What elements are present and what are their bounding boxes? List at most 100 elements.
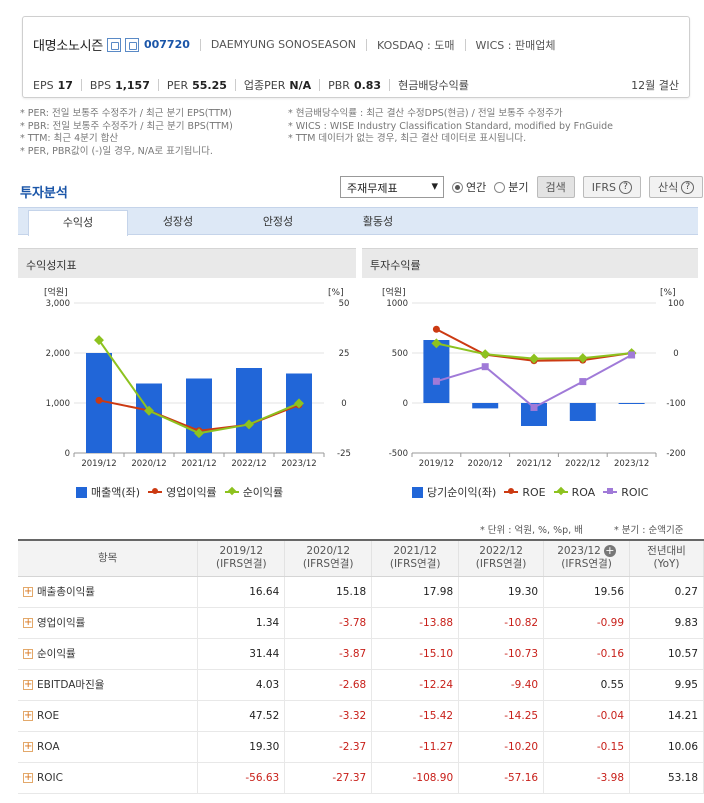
category-label: 2022/12 [231, 459, 266, 469]
header-year-sub: (IFRS연결) [215, 558, 267, 571]
company-name: 대명소노시즌 [33, 39, 103, 54]
header-year: 2019/12 (IFRS연결) [197, 539, 286, 577]
bar [618, 403, 645, 404]
table-cell: -3.98 [543, 762, 630, 794]
left-tick-label: 500 [392, 349, 408, 359]
home-icon[interactable] [106, 37, 121, 52]
table-row: + 매출총이익률 16.64 15.18 17.98 19.30 19.56 0.27 [18, 576, 704, 608]
radio-quarter[interactable]: 분기 [494, 179, 529, 195]
expand-plus-icon[interactable]: + [23, 771, 33, 783]
quarter-note: * 분기 : 순액기준 [614, 525, 684, 536]
table-cell: -10.82 [458, 607, 545, 639]
invest-analysis-title: 투자분석 [20, 186, 68, 201]
header-year-label: 2021/12 [393, 545, 437, 558]
help-icon: ? [618, 180, 632, 194]
expand-plus-icon[interactable]: + [23, 740, 33, 752]
bar [521, 403, 547, 426]
row-label[interactable]: + EBITDA마진율 [18, 669, 199, 701]
formula-button[interactable]: 산식? [648, 176, 704, 198]
legend-swatch [224, 491, 239, 493]
yoy-cell: 9.95 [629, 669, 704, 701]
note-line: * TTM: 최근 4분기 합산 [20, 133, 119, 144]
legend-item-roe[interactable]: ROE [504, 485, 546, 499]
formula-button-label: 산식 [657, 181, 679, 194]
legend-label: 순이익률 [242, 486, 284, 499]
data-point [480, 349, 491, 360]
tab-profitability[interactable]: 수익성 [28, 210, 128, 236]
table-cell: -10.20 [458, 731, 545, 763]
invest-controls: 주재무제표 연간 분기 검색 IFRS? 산식? [340, 176, 704, 198]
left-tick-label: 1,000 [46, 399, 70, 409]
row-label[interactable]: + ROIC [18, 762, 199, 794]
radio-annual-dot[interactable] [452, 181, 463, 193]
table-cell: -11.27 [371, 731, 460, 763]
expand-plus-icon[interactable]: + [23, 586, 33, 597]
legend-label: ROA [571, 485, 596, 499]
header-item: 항목 [18, 539, 199, 577]
search-button[interactable]: 검색 [536, 176, 575, 198]
company-header: 대명소노시즌 007720 DAEMYUNG SONOSEASON KOSDAQ… [22, 16, 690, 98]
table-cell: -3.78 [284, 607, 373, 639]
industry-per-value: N/A [289, 78, 312, 92]
expand-plus-icon[interactable]: + [603, 544, 616, 558]
row-label[interactable]: + ROE [18, 700, 199, 732]
company-code: 007720 [143, 38, 190, 51]
table-cell: -9.40 [458, 669, 545, 701]
profitability-legend: 매출액(좌) 영업이익률 순이익률 [76, 484, 291, 500]
table-row: + ROE 47.52 -3.32 -15.42 -14.25 -0.04 14.21 [18, 700, 704, 732]
bps-label: BPS [89, 78, 112, 92]
row-label[interactable]: + 순이익률 [18, 638, 199, 670]
table-cell: 15.18 [284, 576, 373, 608]
legend-item-net-margin[interactable]: 순이익률 [224, 484, 284, 500]
legend-item-net-income[interactable]: 당기순이익(좌) [412, 484, 496, 500]
row-label[interactable]: + 매출총이익률 [18, 576, 199, 608]
legend-label: 영업이익률 [166, 486, 217, 499]
building-icon[interactable] [124, 37, 139, 52]
company-english-name: DAEMYUNG SONOSEASON [210, 38, 357, 51]
company-market: KOSDAQ : 도매 [377, 38, 455, 52]
legend-item-roa[interactable]: ROA [553, 485, 596, 499]
row-label[interactable]: + 영업이익률 [18, 607, 199, 639]
legend-label: ROE [522, 485, 546, 499]
tab-stability[interactable]: 안정성 [262, 215, 294, 228]
radio-quarter-label: 분기 [508, 181, 529, 194]
table-cell: -13.88 [371, 607, 460, 639]
legend-swatch [76, 486, 87, 498]
yoy-cell: 9.83 [629, 607, 704, 639]
tab-activity[interactable]: 활동성 [362, 215, 394, 228]
table-cell: 16.64 [197, 576, 286, 608]
row-label-text: ROIC [37, 771, 63, 784]
note-line: * WICS : WISE Industry Classification St… [288, 120, 614, 132]
data-point [194, 428, 204, 439]
right-axis-label: [%] [328, 288, 344, 298]
yoy-cell: 10.06 [629, 731, 704, 763]
yoy-cell: 14.21 [629, 700, 704, 732]
yoy-cell: 53.18 [629, 762, 704, 794]
tab-growth[interactable]: 성장성 [162, 215, 194, 228]
return-panel-title: 투자수익률 [362, 248, 698, 278]
statement-select[interactable]: 주재무제표 [340, 176, 444, 198]
table-row: + ROIC -56.63 -27.37 -108.90 -57.16 -3.98 53.18 [18, 762, 704, 794]
pbr-label: PBR [328, 78, 350, 92]
statement-select-value: 주재무제표 [347, 182, 398, 195]
header-year-sub: (IFRS연결) [389, 558, 441, 571]
header-year-label: 2022/12 [479, 545, 523, 558]
per-value: 55.25 [192, 78, 227, 92]
ifrs-button[interactable]: IFRS? [582, 176, 641, 198]
legend-item-sales[interactable]: 매출액(좌) [76, 484, 140, 500]
legend-item-operating-margin[interactable]: 영업이익률 [148, 484, 217, 500]
expand-plus-icon[interactable]: + [23, 679, 33, 690]
header-year-label: 2019/12 [219, 545, 264, 558]
radio-quarter-dot[interactable] [494, 181, 506, 193]
legend-item-roic[interactable]: ROIC [603, 486, 648, 499]
table-row: + ROA 19.30 -2.37 -11.27 -10.20 -0.15 10.06 [18, 731, 704, 763]
radio-annual[interactable]: 연간 [452, 179, 486, 195]
expand-plus-icon[interactable]: + [23, 709, 33, 721]
header-yoy-label: 전년대비 [647, 545, 686, 558]
expand-plus-icon[interactable]: + [23, 617, 33, 628]
right-tick-label: 50 [339, 299, 350, 309]
profitability-panel-title: 수익성지표 [18, 248, 356, 278]
expand-plus-icon[interactable]: + [23, 648, 33, 659]
row-label[interactable]: + ROA [18, 731, 199, 763]
category-label: 2019/12 [419, 459, 454, 469]
